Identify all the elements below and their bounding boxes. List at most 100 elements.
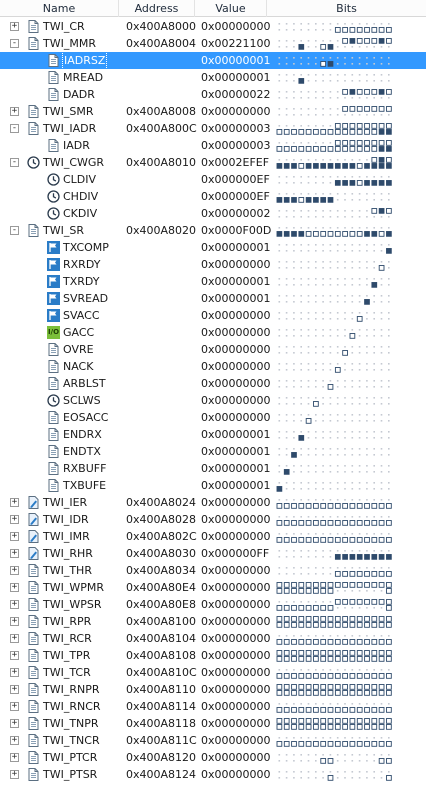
bit-set[interactable] [313, 197, 319, 203]
bit-clear[interactable] [320, 718, 327, 724]
field-row[interactable]: ENDRX 0x00000001 [0, 426, 426, 443]
bit-clear[interactable] [349, 123, 356, 129]
bit-clear[interactable] [371, 503, 378, 509]
bit-field[interactable] [276, 276, 394, 288]
bit-clear[interactable] [356, 106, 363, 112]
bit-clear[interactable] [342, 673, 348, 679]
bit-set[interactable] [378, 163, 385, 169]
bit-clear[interactable] [327, 384, 334, 390]
bit-clear[interactable] [334, 639, 341, 645]
register-value[interactable]: 0x000000FF [201, 547, 270, 560]
bit-clear[interactable] [291, 605, 297, 611]
register-row[interactable]: + TWI_RHR 0x400A8030 0x000000FF [0, 545, 426, 562]
bit-field[interactable] [276, 514, 394, 526]
bit-clear[interactable] [291, 639, 297, 645]
bit-clear[interactable] [386, 656, 392, 662]
bit-clear[interactable] [386, 741, 392, 747]
bit-clear[interactable] [342, 639, 348, 645]
bit-clear[interactable] [305, 622, 312, 628]
bit-clear[interactable] [327, 605, 334, 611]
bit-set[interactable] [327, 163, 334, 169]
bit-clear[interactable] [313, 690, 319, 696]
bit-set[interactable] [342, 554, 348, 560]
bit-field[interactable] [276, 429, 394, 441]
bit-clear[interactable] [349, 140, 356, 146]
bit-clear[interactable] [320, 707, 327, 713]
register-value[interactable]: 0x00000000 [201, 394, 271, 407]
bit-clear[interactable] [371, 622, 378, 628]
bit-clear[interactable] [291, 650, 297, 656]
register-row[interactable]: + TWI_WPSR 0x400A80E8 0x00000000 [0, 596, 426, 613]
bit-clear[interactable] [298, 588, 305, 594]
bit-field[interactable] [276, 463, 394, 475]
bit-clear[interactable] [327, 520, 334, 526]
bit-clear[interactable] [349, 639, 356, 645]
bit-clear[interactable] [349, 582, 356, 588]
bit-clear[interactable] [276, 684, 283, 690]
register-value[interactable]: 0x00000000 [201, 598, 271, 611]
bit-clear[interactable] [327, 758, 334, 764]
bit-clear[interactable] [298, 673, 305, 679]
bit-clear[interactable] [334, 656, 341, 662]
bit-clear[interactable] [298, 163, 305, 169]
bit-set[interactable] [364, 231, 370, 237]
bit-clear[interactable] [313, 146, 319, 152]
register-value[interactable]: 0x00000000 [201, 326, 271, 339]
bit-clear[interactable] [334, 129, 341, 135]
bit-clear[interactable] [283, 718, 290, 724]
bit-clear[interactable] [378, 741, 385, 747]
bit-clear[interactable] [371, 157, 378, 163]
register-value[interactable]: 0x00000000 [201, 411, 271, 424]
field-row[interactable]: RXBUFF 0x00000001 [0, 460, 426, 477]
bit-clear[interactable] [356, 123, 363, 129]
bit-clear[interactable] [356, 89, 363, 95]
register-row[interactable]: + TWI_THR 0x400A8034 0x00000000 [0, 562, 426, 579]
bit-clear[interactable] [378, 123, 385, 129]
bit-field[interactable] [276, 378, 394, 390]
column-bits-header[interactable]: Bits [336, 2, 357, 15]
bit-field[interactable] [276, 208, 394, 220]
bit-clear[interactable] [364, 537, 370, 543]
bit-set[interactable] [378, 129, 385, 135]
bit-clear[interactable] [305, 656, 312, 662]
bit-clear[interactable] [386, 673, 392, 679]
bit-field[interactable] [276, 361, 394, 373]
bit-clear[interactable] [364, 650, 370, 656]
bit-clear[interactable] [334, 673, 341, 679]
bit-clear[interactable] [313, 129, 319, 135]
bit-clear[interactable] [334, 140, 341, 146]
bit-clear[interactable] [283, 684, 290, 690]
bit-clear[interactable] [356, 582, 363, 588]
bit-clear[interactable] [276, 622, 283, 628]
bit-clear[interactable] [305, 605, 312, 611]
bit-clear[interactable] [371, 106, 378, 112]
field-row[interactable]: DADR 0x00000022 [0, 86, 426, 103]
field-row[interactable]: CLDIV 0x000000EF [0, 171, 426, 188]
bit-field[interactable] [276, 21, 394, 33]
register-row[interactable]: + TWI_TPR 0x400A8108 0x00000000 [0, 647, 426, 664]
bit-clear[interactable] [356, 316, 363, 322]
bit-clear[interactable] [298, 684, 305, 690]
register-value[interactable]: 0x00000000 [201, 377, 271, 390]
bit-clear[interactable] [356, 571, 363, 577]
bit-clear[interactable] [283, 129, 290, 135]
bit-clear[interactable] [371, 684, 378, 690]
bit-clear[interactable] [334, 690, 341, 696]
bit-clear[interactable] [276, 605, 283, 611]
bit-clear[interactable] [371, 741, 378, 747]
register-row[interactable]: - TWI_CWGR 0x400A8010 0x0002EFEF [0, 154, 426, 171]
bit-clear[interactable] [349, 571, 356, 577]
bit-clear[interactable] [371, 656, 378, 662]
bit-clear[interactable] [386, 38, 392, 44]
bit-clear[interactable] [356, 684, 363, 690]
bit-clear[interactable] [298, 520, 305, 526]
bit-set[interactable] [386, 248, 392, 254]
register-value[interactable]: 0x00221100 [201, 37, 271, 50]
bit-clear[interactable] [364, 582, 370, 588]
bit-clear[interactable] [283, 650, 290, 656]
bit-set[interactable] [378, 157, 385, 163]
bit-clear[interactable] [378, 106, 385, 112]
bit-clear[interactable] [378, 718, 385, 724]
bit-clear[interactable] [386, 650, 392, 656]
bit-set[interactable] [386, 163, 392, 169]
